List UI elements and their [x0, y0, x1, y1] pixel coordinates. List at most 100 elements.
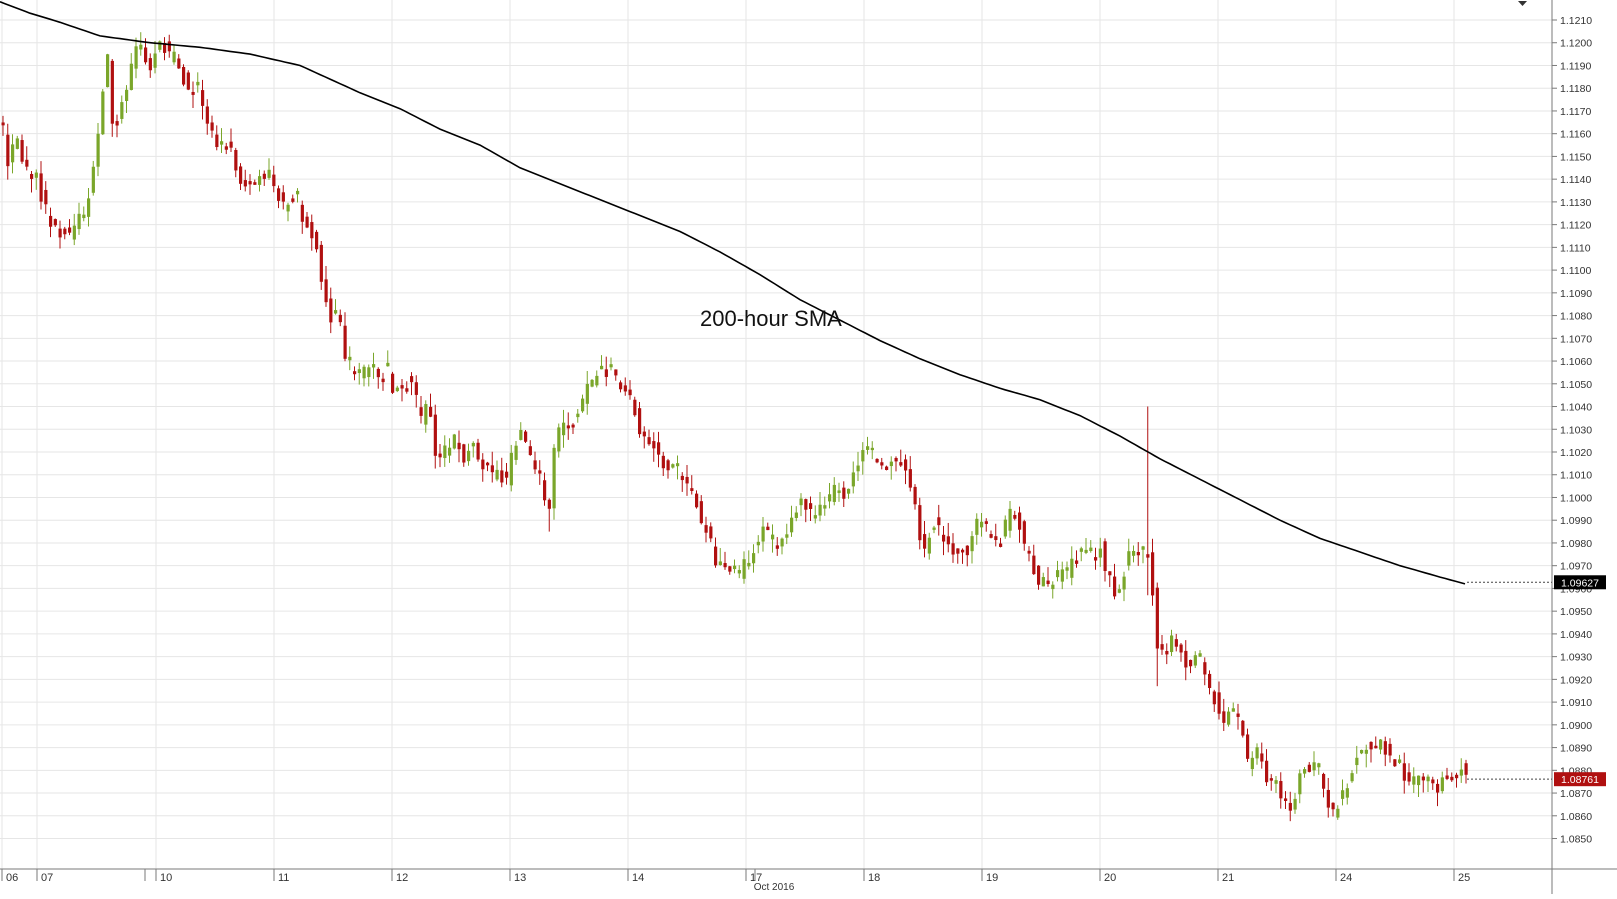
candle-body-down [234, 149, 238, 171]
candle-body-down [875, 458, 879, 463]
price-tick-label: 1.1210 [1560, 15, 1592, 27]
candle-body-up [980, 521, 984, 528]
candle-body-up [1360, 749, 1364, 754]
candle-body-down [1103, 541, 1107, 571]
candle-body-down [58, 228, 62, 238]
candle-body-up [120, 102, 124, 119]
candle-body-down [457, 442, 461, 450]
candle-body-down [1155, 587, 1159, 649]
candle-body-up [1398, 759, 1402, 763]
candle-body-down [63, 228, 67, 235]
candle-body-up [106, 54, 110, 88]
candle-body-down [167, 41, 171, 52]
candle-body-down [1165, 650, 1169, 655]
sma-200-line [0, 1, 1466, 585]
candle-body-down [1450, 776, 1454, 781]
candle-body-down [338, 314, 342, 323]
candle-body-up [220, 141, 224, 145]
candle-body-up [1198, 653, 1202, 657]
candle-body-up [866, 446, 870, 450]
candle-body-down [1108, 571, 1112, 576]
candle-body-up [970, 536, 974, 552]
candle-body-down [1, 122, 5, 126]
candle-body-down [110, 60, 114, 124]
candle-body-down [699, 501, 703, 524]
date-tick-label: 20 [1104, 872, 1116, 884]
candle-body-down [951, 543, 955, 555]
candle-body-up [367, 367, 371, 378]
candle-body-down [885, 466, 889, 470]
candle-body-up [514, 445, 518, 460]
candle-body-down [201, 90, 205, 106]
candle-body-down [984, 521, 988, 524]
candle-body-up [395, 387, 399, 392]
candle-body-up [1426, 776, 1430, 782]
candle-body-up [129, 63, 133, 90]
date-tick-label: 21 [1222, 872, 1234, 884]
candle-body-down [638, 408, 642, 435]
candle-body-down [177, 58, 181, 69]
candle-body-up [861, 450, 865, 462]
candle-body-down [1032, 555, 1036, 575]
candle-body-up [818, 504, 822, 516]
candle-body-down [1436, 783, 1440, 793]
candle-body-up [11, 144, 15, 163]
price-axis-ticks: 1.1210 1.1200 1.1190 1.1180 1.1170 1.1160 1.11… [1552, 15, 1592, 846]
candle-body-up [91, 166, 95, 193]
candle-body-down [376, 368, 380, 378]
candle-body-down [381, 378, 385, 383]
candle-body-down [1431, 779, 1435, 784]
candle-body-up [1079, 548, 1083, 552]
horizontal-gridlines [0, 19, 1552, 840]
candle-body-down [1369, 741, 1373, 750]
candle-body-up [1170, 635, 1174, 653]
candle-body-down [324, 279, 328, 303]
candle-body-down [353, 371, 357, 375]
candle-body-up [1379, 739, 1383, 750]
candle-body-down [205, 106, 209, 124]
candle-body-up [828, 494, 832, 502]
candle-body-down [215, 134, 219, 148]
candle-body-up [452, 434, 456, 449]
price-tick-label: 1.1040 [1560, 402, 1592, 414]
candle-body-up [1065, 567, 1069, 571]
candle-body-down [728, 566, 732, 572]
candle-body-down [490, 465, 494, 473]
candle-body-down [961, 549, 965, 553]
candle-body-down [999, 543, 1003, 547]
candle-body-up [823, 505, 827, 509]
candle-body-up [1060, 569, 1064, 582]
candle-body-down [1393, 759, 1397, 767]
candle-body-down [429, 406, 433, 417]
price-tick-label: 1.1000 [1560, 492, 1592, 504]
date-tick-label: 18 [868, 872, 880, 884]
candle-body-up [125, 89, 129, 102]
date-tick-label: 11 [278, 872, 289, 884]
candle-body-down [148, 58, 152, 71]
scroll-marker-icon[interactable] [1518, 1, 1527, 6]
candle-body-down [994, 536, 998, 541]
candle-body-up [1008, 508, 1012, 531]
candle-body-up [1274, 780, 1278, 784]
candle-body-up [785, 534, 789, 538]
date-tick-label: 07 [41, 872, 53, 884]
candle-body-up [296, 190, 300, 195]
candle-body-up [372, 364, 376, 368]
price-tick-label: 1.1100 [1560, 265, 1591, 277]
candle-body-down [657, 442, 661, 455]
candle-body-down [543, 480, 547, 501]
candle-body-up [595, 375, 599, 386]
candle-body-up [562, 422, 566, 436]
price-tick-label: 1.0980 [1560, 538, 1592, 550]
price-tick-label: 1.1170 [1560, 106, 1591, 118]
candle-body-down [528, 446, 532, 455]
candle-body-up [1298, 773, 1302, 795]
sma-layer [0, 1, 1466, 585]
candle-body-down [481, 459, 485, 470]
candle-body-up [1336, 808, 1340, 818]
candle-body-up [134, 46, 138, 69]
candle-body-up [153, 53, 157, 68]
candle-body-down [619, 382, 623, 390]
